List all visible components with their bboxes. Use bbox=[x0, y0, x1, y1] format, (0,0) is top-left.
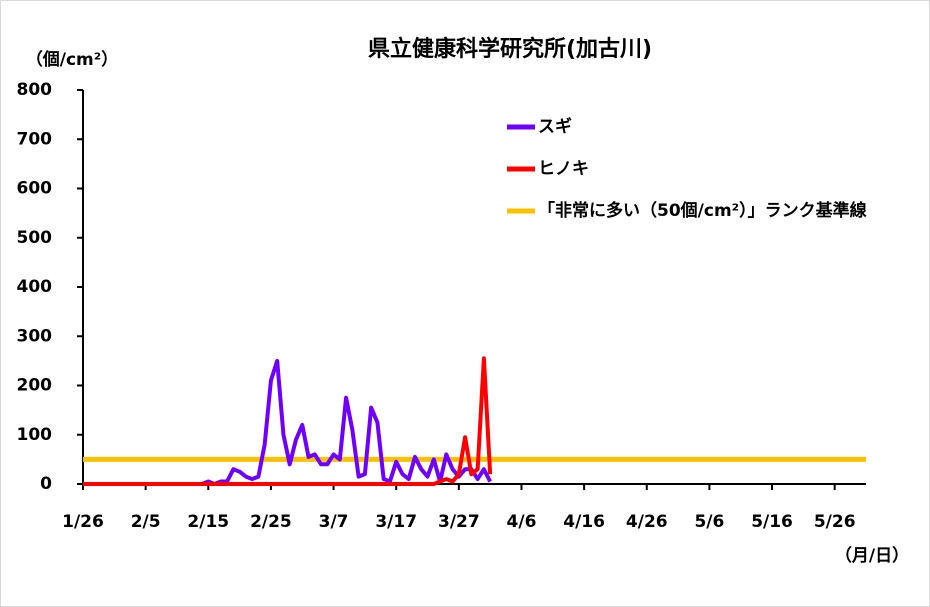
y-tick-label: 100 bbox=[17, 425, 53, 445]
y-tick-label: 500 bbox=[17, 228, 53, 248]
x-tick-label: 3/27 bbox=[438, 512, 480, 532]
x-tick-label: 2/25 bbox=[250, 512, 292, 532]
x-tick-label: 3/7 bbox=[319, 512, 349, 532]
x-tick-label: 2/15 bbox=[187, 512, 229, 532]
x-tick-label: 3/17 bbox=[375, 512, 417, 532]
x-tick-label: 2/5 bbox=[131, 512, 161, 532]
legend-label: 「非常に多い（50個/cm²）」ランク基準線 bbox=[538, 200, 867, 221]
x-tick-label: 5/6 bbox=[694, 512, 724, 532]
legend-label: ヒノキ bbox=[538, 159, 589, 179]
x-tick-label: 5/26 bbox=[814, 512, 856, 532]
x-axis-label: （月/日） bbox=[835, 545, 909, 566]
y-axis-label: （個/cm²） bbox=[26, 49, 118, 70]
y-tick-label: 0 bbox=[40, 474, 52, 494]
x-tick-label: 5/16 bbox=[751, 512, 793, 532]
y-tick-label: 800 bbox=[17, 80, 53, 100]
y-tick-label: 400 bbox=[17, 277, 53, 297]
y-tick-label: 600 bbox=[17, 179, 53, 199]
y-tick-label: 300 bbox=[17, 326, 53, 346]
y-tick-label: 700 bbox=[17, 129, 53, 149]
y-tick-label: 200 bbox=[17, 376, 53, 396]
x-tick-label: 1/26 bbox=[62, 512, 104, 532]
x-tick-label: 4/16 bbox=[563, 512, 605, 532]
chart-title: 県立健康科学研究所(加古川) bbox=[368, 36, 652, 62]
x-tick-label: 4/26 bbox=[626, 512, 668, 532]
x-tick-label: 4/6 bbox=[507, 512, 537, 532]
legend-label: スギ bbox=[538, 117, 572, 137]
data-line bbox=[83, 356, 493, 486]
